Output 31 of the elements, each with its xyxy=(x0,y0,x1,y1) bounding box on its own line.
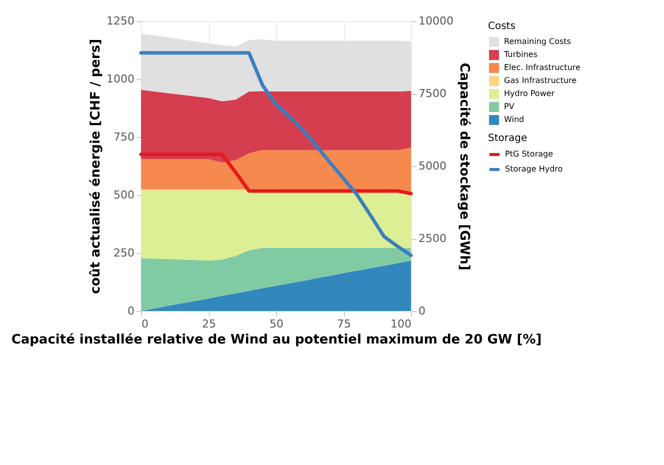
text: Storage xyxy=(488,133,528,144)
x-tick-label: 100 xyxy=(390,318,412,330)
y-axis-title: coût actualisé énergie [CHF / pers] xyxy=(88,38,104,294)
legend-label: Elec. Infrastructure xyxy=(504,63,581,72)
x-axis-title: Capacité installée relative de Wind au potentiel maximum de 20 GW [%] xyxy=(11,332,542,348)
legend-label: Wind xyxy=(504,115,524,124)
x-tick-label: 25 xyxy=(202,318,216,330)
legend-label: Hydro Power xyxy=(504,89,556,98)
y-tick-label: 1000 xyxy=(106,72,134,86)
y-tick-label: 500 xyxy=(114,188,134,202)
legend-title: Costs xyxy=(488,21,516,32)
legend-label: Turbines xyxy=(503,50,538,59)
legend-label: Gas Infrastructure xyxy=(504,76,577,85)
line-series xyxy=(139,51,413,258)
x-tick-label: 0 xyxy=(142,318,148,330)
y-tick-label: 250 xyxy=(114,246,134,260)
y2-tick-label: 10000 xyxy=(418,14,454,28)
y-tick-label: 1250 xyxy=(106,14,134,28)
legend-label: Storage Hydro xyxy=(505,164,563,174)
y2-tick-label: 2500 xyxy=(418,232,446,245)
y2-axis-title: Capacité de stockage [GWh] xyxy=(456,62,472,270)
x-tick-label: 50 xyxy=(270,318,284,330)
y2-tick-label: 5000 xyxy=(418,160,446,172)
legend-label: Remaining Costs xyxy=(504,37,571,46)
y-tick-label: 750 xyxy=(114,130,134,144)
y-tick-label: 0 xyxy=(128,304,134,318)
y2-tick-label: 0 xyxy=(418,304,426,318)
y2-tick-label: 7500 xyxy=(418,87,446,100)
legend-label: PtG Storage xyxy=(505,150,554,158)
legend-label: PV xyxy=(504,102,515,111)
x-tick-label: 75 xyxy=(337,318,351,330)
